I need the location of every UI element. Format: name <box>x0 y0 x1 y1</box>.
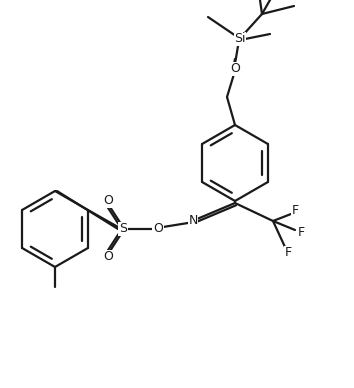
Text: Si: Si <box>234 33 246 45</box>
Text: O: O <box>153 222 163 236</box>
Text: S: S <box>119 222 127 236</box>
Text: F: F <box>284 246 292 260</box>
Text: F: F <box>291 204 298 218</box>
Text: O: O <box>103 194 113 208</box>
Text: N: N <box>188 215 198 227</box>
Text: O: O <box>230 62 240 76</box>
Text: O: O <box>103 251 113 263</box>
Text: F: F <box>297 227 304 239</box>
